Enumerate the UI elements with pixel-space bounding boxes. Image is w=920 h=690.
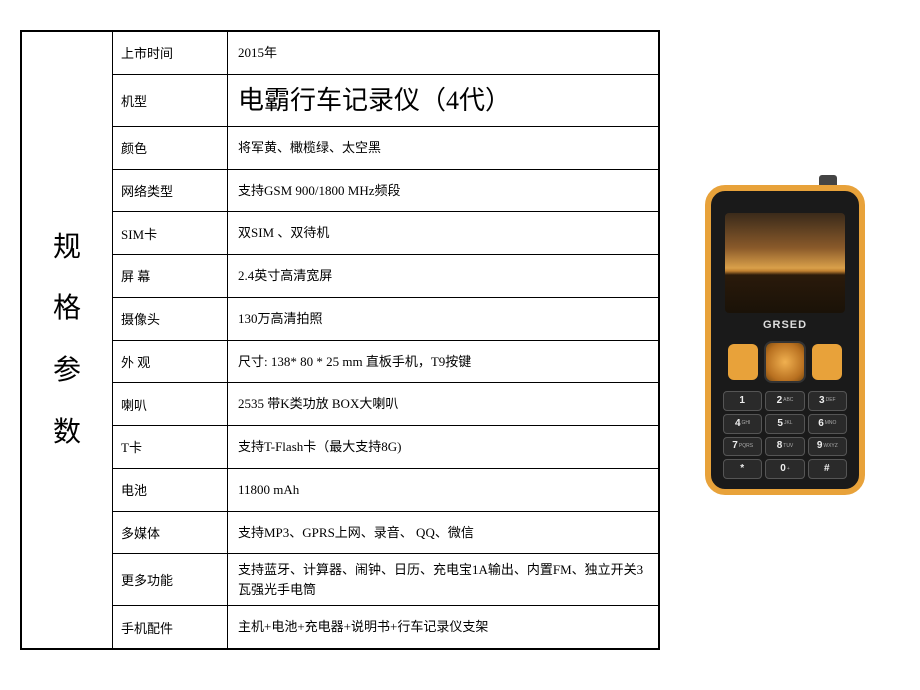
table-row: 多媒体支持MP3、GPRS上网、录音、 QQ、微信 <box>113 512 658 555</box>
phone-dpad <box>764 341 806 383</box>
spec-label: 屏 幕 <box>113 255 228 297</box>
spec-label: SIM卡 <box>113 212 228 254</box>
keypad-key: 5JKL <box>765 414 804 434</box>
spec-label: 多媒体 <box>113 512 228 554</box>
key-sub: + <box>787 467 790 472</box>
phone-brand-label: GRSED <box>711 319 859 331</box>
spec-label: 网络类型 <box>113 170 228 212</box>
keypad-key: 9WXYZ <box>808 437 847 457</box>
table-row: 颜色将军黄、橄榄绿、太空黑 <box>113 127 658 170</box>
spec-label: 手机配件 <box>113 606 228 648</box>
spec-value: 电霸行车记录仪（4代） <box>228 75 658 126</box>
header-char: 格 <box>53 278 81 340</box>
key-sub: TUV <box>783 444 793 449</box>
header-char: 规 <box>53 217 81 279</box>
spec-label: 外 观 <box>113 341 228 383</box>
key-sub: WXYZ <box>823 444 837 449</box>
table-row: 手机配件主机+电池+充电器+说明书+行车记录仪支架 <box>113 606 658 648</box>
keypad-key: 3DEF <box>808 391 847 411</box>
key-num: 0 <box>780 464 786 474</box>
header-char: 数 <box>53 402 81 464</box>
table-row: 上市时间2015年 <box>113 32 658 75</box>
table-row: 屏 幕2.4英寸高清宽屏 <box>113 255 658 298</box>
key-num: 1 <box>739 396 745 406</box>
table-row: 外 观尺寸: 138* 80 * 25 mm 直板手机，T9按键 <box>113 341 658 384</box>
table-row: 机型电霸行车记录仪（4代） <box>113 75 658 127</box>
keypad-key: 2ABC <box>765 391 804 411</box>
spec-label: 喇叭 <box>113 383 228 425</box>
spec-label: 电池 <box>113 469 228 511</box>
key-num: 7 <box>732 441 738 451</box>
key-num: 2 <box>777 396 783 406</box>
key-num: 4 <box>735 419 741 429</box>
spec-value: 支持MP3、GPRS上网、录音、 QQ、微信 <box>228 512 658 554</box>
key-num: 8 <box>777 441 783 451</box>
spec-label: 机型 <box>113 75 228 126</box>
spec-value: 2015年 <box>228 32 658 74</box>
table-row: 网络类型支持GSM 900/1800 MHz频段 <box>113 170 658 213</box>
table-body: 上市时间2015年机型电霸行车记录仪（4代）颜色将军黄、橄榄绿、太空黑网络类型支… <box>112 32 658 648</box>
table-row: 更多功能支持蓝牙、计算器、闹钟、日历、充电宝1A输出、内置FM、独立开关3瓦强光… <box>113 554 658 606</box>
key-sub: PQRS <box>739 444 753 449</box>
spec-value: 2535 带K类功放 BOX大喇叭 <box>228 383 658 425</box>
spec-label: T卡 <box>113 426 228 468</box>
spec-label: 上市时间 <box>113 32 228 74</box>
keypad-key: 4GHI <box>723 414 762 434</box>
spec-value: 尺寸: 138* 80 * 25 mm 直板手机，T9按键 <box>228 341 658 383</box>
table-row: T卡支持T-Flash卡（最大支持8G) <box>113 426 658 469</box>
spec-label: 更多功能 <box>113 554 228 605</box>
key-num: 9 <box>817 441 823 451</box>
page-container: 规 格 参 数 上市时间2015年机型电霸行车记录仪（4代）颜色将军黄、橄榄绿、… <box>0 0 920 690</box>
spec-value: 支持T-Flash卡（最大支持8G) <box>228 426 658 468</box>
key-num: # <box>824 464 830 474</box>
spec-value: 支持蓝牙、计算器、闹钟、日历、充电宝1A输出、内置FM、独立开关3瓦强光手电筒 <box>228 554 658 605</box>
table-header-vertical: 规 格 参 数 <box>22 32 112 648</box>
key-sub: ABC <box>783 398 793 403</box>
spec-label: 摄像头 <box>113 298 228 340</box>
spec-value: 2.4英寸高清宽屏 <box>228 255 658 297</box>
spec-value: 11800 mAh <box>228 469 658 511</box>
table-row: SIM卡双SIM 、双待机 <box>113 212 658 255</box>
spec-value: 双SIM 、双待机 <box>228 212 658 254</box>
keypad-key: 6MNO <box>808 414 847 434</box>
keypad-key: * <box>723 459 762 479</box>
keypad-key: 7PQRS <box>723 437 762 457</box>
key-num: * <box>740 464 744 474</box>
spec-label: 颜色 <box>113 127 228 169</box>
product-image-area: GRSED 12ABC3DEF4GHI5JKL6MNO7PQRS8TUV9WXY… <box>660 30 900 650</box>
key-sub: JKL <box>784 421 793 426</box>
spec-value: 支持GSM 900/1800 MHz频段 <box>228 170 658 212</box>
key-num: 5 <box>777 419 783 429</box>
header-char: 参 <box>53 340 81 402</box>
spec-value: 130万高清拍照 <box>228 298 658 340</box>
phone-body: GRSED 12ABC3DEF4GHI5JKL6MNO7PQRS8TUV9WXY… <box>705 185 865 495</box>
spec-table: 规 格 参 数 上市时间2015年机型电霸行车记录仪（4代）颜色将军黄、橄榄绿、… <box>20 30 660 650</box>
phone-nav-strip <box>721 339 849 385</box>
key-sub: GHI <box>742 421 751 426</box>
spec-value: 主机+电池+充电器+说明书+行车记录仪支架 <box>228 606 658 648</box>
table-row: 摄像头130万高清拍照 <box>113 298 658 341</box>
phone-left-softkey <box>728 344 758 380</box>
keypad-key: # <box>808 459 847 479</box>
table-row: 电池11800 mAh <box>113 469 658 512</box>
keypad-key: 0+ <box>765 459 804 479</box>
phone-right-softkey <box>812 344 842 380</box>
table-row: 喇叭2535 带K类功放 BOX大喇叭 <box>113 383 658 426</box>
key-sub: DEF <box>826 398 836 403</box>
phone-illustration: GRSED 12ABC3DEF4GHI5JKL6MNO7PQRS8TUV9WXY… <box>705 185 865 495</box>
phone-keypad: 12ABC3DEF4GHI5JKL6MNO7PQRS8TUV9WXYZ*0+# <box>723 391 847 479</box>
spec-value: 将军黄、橄榄绿、太空黑 <box>228 127 658 169</box>
keypad-key: 1 <box>723 391 762 411</box>
keypad-key: 8TUV <box>765 437 804 457</box>
key-sub: MNO <box>825 421 837 426</box>
phone-screen <box>725 213 845 313</box>
key-num: 6 <box>818 419 824 429</box>
key-num: 3 <box>819 396 825 406</box>
